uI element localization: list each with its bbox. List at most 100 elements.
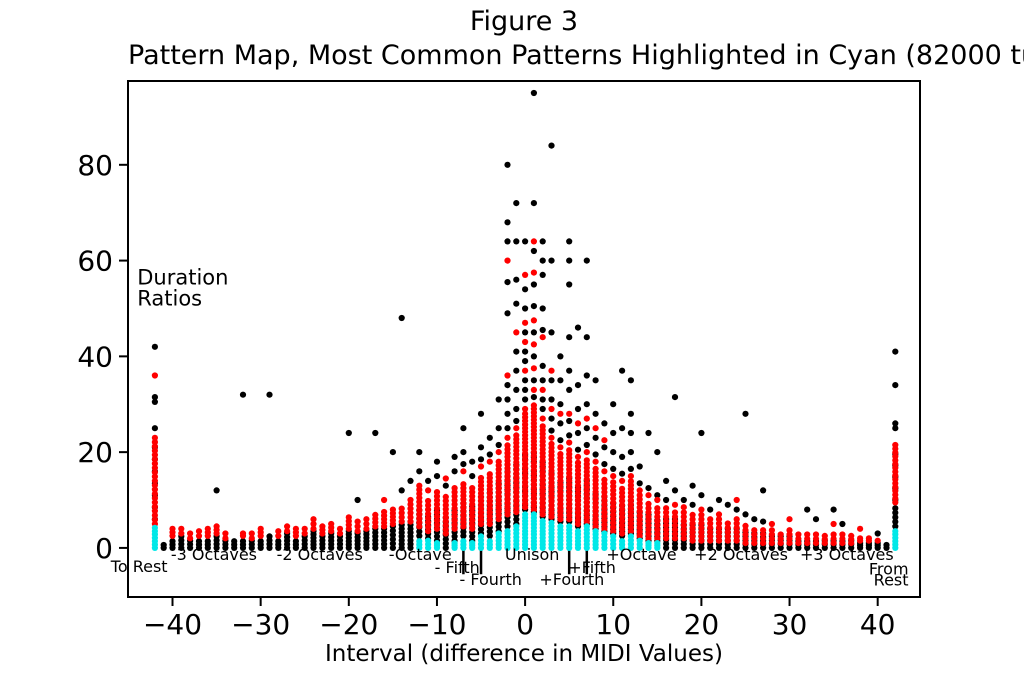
- scatter-point: [513, 417, 520, 425]
- scatter-point: [522, 386, 529, 393]
- scatter-point: [407, 477, 414, 484]
- scatter-point: [698, 537, 705, 544]
- scatter-point: [636, 487, 643, 494]
- scatter-point: [663, 505, 670, 512]
- scatter-point: [495, 458, 502, 465]
- scatter-point: [848, 532, 855, 540]
- scatter-point: [398, 505, 405, 512]
- scatter-point: [486, 538, 493, 545]
- scatter-point: [839, 540, 846, 547]
- scatter-point: [530, 341, 538, 348]
- scatter-point: [151, 425, 158, 432]
- scatter-point: [548, 405, 555, 413]
- scatter-point: [724, 533, 731, 540]
- chart-annotation-11: +Octave: [606, 545, 676, 564]
- scatter-point: [433, 473, 441, 480]
- scatter-point: [601, 461, 608, 468]
- scatter-point: [645, 518, 652, 525]
- scatter-point: [583, 372, 590, 379]
- scatter-point: [530, 394, 538, 401]
- scatter-point: [654, 492, 661, 499]
- scatter-point: [504, 523, 511, 530]
- scatter-point: [627, 377, 635, 384]
- scatter-point: [768, 520, 776, 528]
- scatter-point: [275, 532, 282, 540]
- scatter-point: [583, 441, 590, 449]
- scatter-point: [151, 447, 158, 454]
- scatter-point: [566, 523, 573, 530]
- scatter-point: [151, 443, 158, 450]
- scatter-point: [486, 451, 493, 458]
- scatter-point: [539, 238, 546, 245]
- scatter-point: [680, 530, 687, 538]
- scatter-point: [574, 324, 582, 331]
- scatter-point: [151, 507, 158, 515]
- scatter-point: [504, 310, 511, 317]
- scatter-point: [839, 535, 846, 542]
- scatter-point: [442, 482, 449, 489]
- scatter-point: [477, 533, 485, 540]
- scatter-point: [592, 377, 599, 384]
- y-tick-label: 0: [95, 532, 113, 565]
- x-tick-label: 0: [516, 608, 534, 641]
- scatter-point: [733, 516, 740, 523]
- scatter-point: [698, 492, 705, 499]
- scatter-point: [892, 420, 899, 427]
- scatter-point: [548, 257, 555, 264]
- scatter-point: [768, 540, 776, 547]
- scatter-point: [566, 417, 573, 425]
- scatter-point: [645, 522, 652, 529]
- scatter-point: [504, 442, 511, 449]
- chart-annotation-6: - Fifth: [435, 558, 480, 577]
- scatter-point: [548, 427, 555, 434]
- scatter-point: [839, 531, 846, 538]
- scatter-point: [416, 532, 423, 540]
- scatter-point: [151, 343, 158, 350]
- scatter-point: [522, 271, 529, 278]
- scatter-point: [557, 444, 564, 451]
- scatter-point: [486, 434, 493, 441]
- scatter-point: [372, 429, 379, 437]
- scatter-point: [812, 516, 820, 523]
- scatter-point: [707, 520, 714, 527]
- scatter-point: [627, 465, 635, 472]
- scatter-point: [451, 453, 458, 460]
- scatter-point: [724, 524, 731, 531]
- scatter-point: [680, 513, 687, 520]
- scatter-point: [151, 490, 158, 497]
- scatter-point: [742, 410, 749, 417]
- scatter-point: [460, 538, 467, 545]
- scatter-point: [187, 535, 194, 542]
- scatter-point: [504, 372, 511, 379]
- scatter-point: [663, 530, 670, 538]
- scatter-point: [151, 512, 158, 519]
- scatter-point: [425, 506, 432, 513]
- scatter-point: [698, 524, 705, 531]
- scatter-point: [513, 200, 520, 207]
- scatter-point: [566, 447, 573, 454]
- scatter-point: [460, 425, 467, 432]
- scatter-point: [522, 329, 529, 336]
- scatter-point: [583, 401, 590, 408]
- scatter-point: [663, 518, 670, 525]
- scatter-point: [522, 377, 529, 384]
- scatter-point: [680, 535, 687, 542]
- scatter-point: [715, 537, 723, 544]
- scatter-point: [522, 305, 529, 312]
- x-tick-label: 30: [772, 608, 808, 641]
- scatter-point: [530, 511, 538, 518]
- scatter-point: [671, 526, 679, 533]
- scatter-point: [513, 276, 520, 283]
- scatter-point: [504, 219, 511, 226]
- scatter-point: [477, 463, 485, 470]
- scatter-point: [768, 531, 776, 538]
- scatter-point: [760, 527, 767, 534]
- scatter-point: [504, 425, 511, 432]
- scatter-point: [548, 440, 555, 448]
- scatter-point: [425, 502, 432, 509]
- scatter-point: [821, 532, 828, 540]
- scatter-point: [328, 520, 335, 528]
- scatter-point: [425, 497, 432, 505]
- scatter-point: [416, 528, 423, 535]
